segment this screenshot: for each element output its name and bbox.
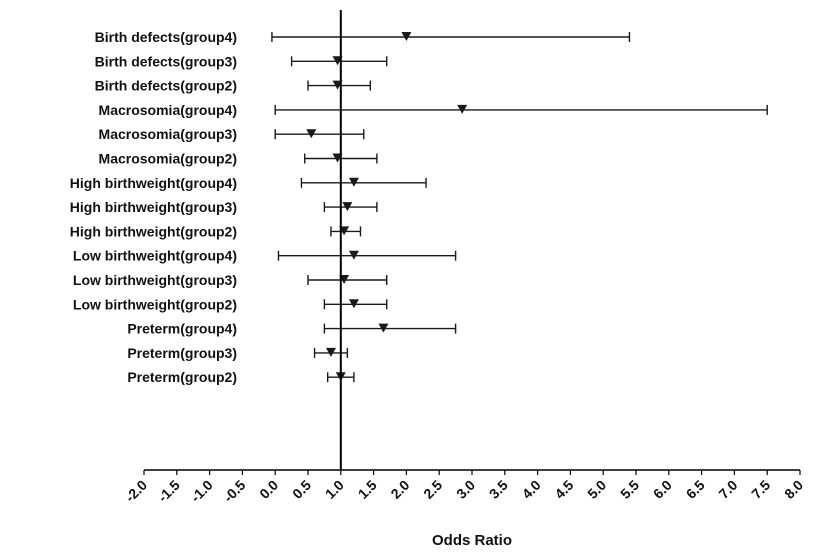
forest-row: Preterm(group2) <box>127 369 355 385</box>
forest-row: High birthweight(group3) <box>70 199 378 215</box>
forest-row: Macrosomia(group3) <box>99 126 365 142</box>
point-estimate-marker <box>378 323 389 333</box>
x-tick-label: 4.0 <box>519 477 544 502</box>
point-estimate-marker <box>306 129 317 139</box>
x-tick-label: -1.5 <box>155 477 184 506</box>
row-label: Macrosomia(group4) <box>99 102 237 118</box>
forest-row: Preterm(group4) <box>127 321 457 337</box>
row-label: Preterm(group2) <box>127 369 237 385</box>
row-label: Birth defects(group3) <box>95 53 237 69</box>
x-axis: -2.0 -1.5 -1.0 -0.5 0.0 0.5 1.0 1.5 2.0 2.5 3.0 3.5… <box>122 469 806 506</box>
x-tick-label: -2.0 <box>122 477 151 506</box>
forest-row: Macrosomia(group4) <box>99 102 768 118</box>
x-tick-label: 5.5 <box>617 477 642 502</box>
row-label: Birth defects(group2) <box>95 78 237 94</box>
x-tick-label: 2.5 <box>420 477 445 502</box>
point-estimate-marker <box>325 347 336 357</box>
point-estimate-marker <box>342 202 353 212</box>
x-axis-title: Odds Ratio <box>432 532 512 549</box>
forest-row: Birth defects(group4) <box>95 29 631 45</box>
x-tick-label: 6.0 <box>650 477 675 502</box>
row-label: Low birthweight(group3) <box>73 272 237 288</box>
forest-row: Low birthweight(group3) <box>73 272 388 288</box>
row-label: Macrosomia(group2) <box>99 151 237 167</box>
forest-row: High birthweight(group4) <box>70 175 427 191</box>
forest-row: Low birthweight(group4) <box>73 248 457 264</box>
x-tick-label: 0.0 <box>256 477 281 502</box>
row-label: Low birthweight(group4) <box>73 248 237 264</box>
forest-row: Birth defects(group3) <box>95 53 388 69</box>
x-tick-label: 6.5 <box>683 477 708 502</box>
x-tick-label: 4.5 <box>551 477 576 502</box>
row-label: Macrosomia(group3) <box>99 126 237 142</box>
point-estimate-marker <box>348 250 359 260</box>
x-tick-label: 3.0 <box>453 477 478 502</box>
x-tick-label: 7.5 <box>748 477 773 502</box>
row-label: Birth defects(group4) <box>95 29 237 45</box>
x-tick-label: 8.0 <box>781 477 806 502</box>
point-estimate-marker <box>401 32 412 41</box>
row-label: Low birthweight(group2) <box>73 296 237 312</box>
forest-rows: Birth defects(group4) Birth defects(group… <box>70 29 768 385</box>
forest-row: Birth defects(group2) <box>95 78 372 94</box>
x-tick-label: 3.5 <box>486 477 511 502</box>
forest-row: Preterm(group3) <box>127 345 349 361</box>
point-estimate-marker <box>457 104 468 114</box>
x-tick-label: -1.0 <box>187 477 216 506</box>
x-tick-label: 1.5 <box>355 477 380 502</box>
x-tick-label: 7.0 <box>715 477 740 502</box>
row-label: Preterm(group4) <box>127 321 237 337</box>
x-tick-label: 2.0 <box>387 477 412 502</box>
row-label: High birthweight(group2) <box>70 223 237 239</box>
x-tick-label: -0.5 <box>220 477 249 506</box>
x-tick-label: 1.0 <box>322 477 347 502</box>
forest-row: High birthweight(group2) <box>70 223 362 239</box>
point-estimate-marker <box>348 177 359 187</box>
row-label: High birthweight(group3) <box>70 199 237 215</box>
row-label: Preterm(group3) <box>127 345 237 361</box>
row-label: High birthweight(group4) <box>70 175 237 191</box>
forest-row: Macrosomia(group2) <box>99 151 378 167</box>
point-estimate-marker <box>348 299 359 309</box>
x-tick-label: 0.5 <box>289 477 314 502</box>
x-tick-label: 5.0 <box>584 477 609 502</box>
forest-row: Low birthweight(group2) <box>73 296 388 312</box>
